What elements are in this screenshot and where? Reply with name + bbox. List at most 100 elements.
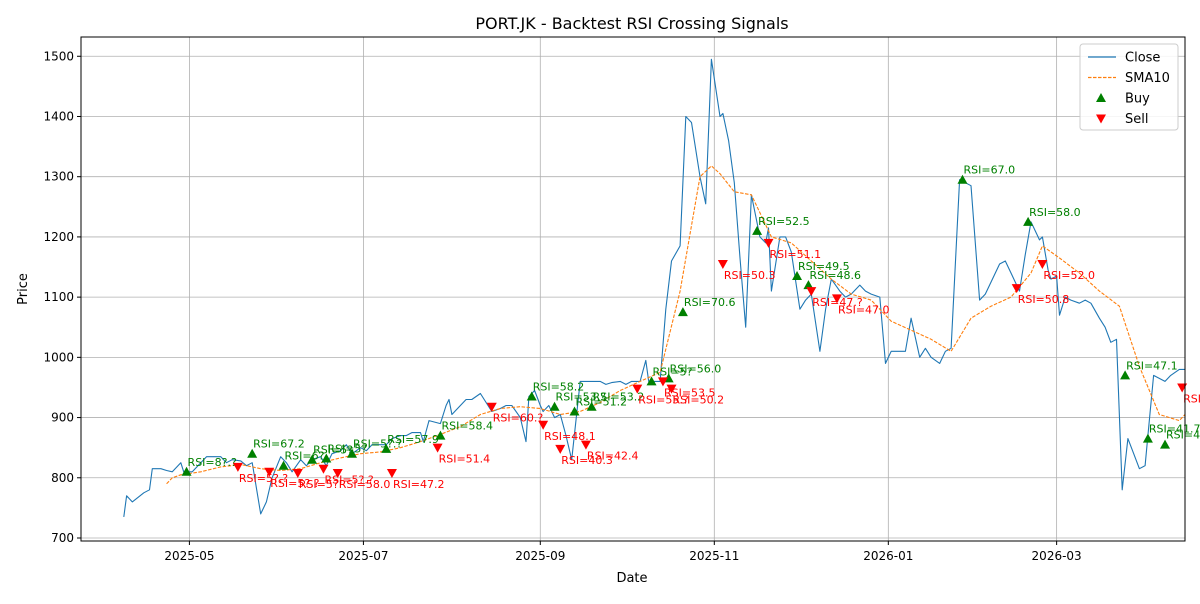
- sell-marker: [666, 384, 677, 394]
- buy-label: RSI=5?: [653, 365, 693, 378]
- sell-marker: [318, 464, 329, 474]
- buy-marker: [247, 448, 258, 458]
- sell-marker: [332, 468, 343, 478]
- sell-marker: [386, 468, 397, 478]
- legend-box: [1079, 43, 1179, 131]
- sell-label: RSI=48.1: [544, 430, 596, 443]
- buy-label: RSI=48.6: [809, 269, 861, 282]
- buy-label: RSI=67.2: [253, 438, 305, 451]
- sell-label: RSI=55.?: [638, 394, 689, 407]
- y-axis-label: Price: [16, 273, 31, 305]
- sell-marker: [292, 468, 303, 478]
- buy-marker: [803, 280, 814, 290]
- buy-label: RSI=51.2: [576, 396, 628, 409]
- buy-marker: [278, 460, 289, 470]
- sell-marker: [432, 443, 443, 453]
- buy-marker: [1120, 370, 1131, 380]
- y-tick-label: 1300: [43, 170, 74, 184]
- buy-marker: [569, 406, 580, 416]
- buy-label: RSI=70.6: [684, 296, 736, 309]
- sell-label: RSI=47.?: [812, 296, 863, 309]
- sell-label: RSI=50.2: [673, 394, 725, 407]
- chart-title: PORT.JK - Backtest RSI Crossing Signals: [475, 14, 788, 33]
- y-tick-label: 900: [51, 411, 74, 425]
- sell-marker: [538, 420, 549, 430]
- buy-marker: [307, 454, 318, 464]
- sell-marker: [264, 467, 275, 477]
- buy-marker: [435, 430, 446, 440]
- grid: [81, 37, 1185, 541]
- sell-label: RSI=5?.?: [324, 474, 373, 487]
- x-tick-label: 2025-07: [338, 549, 388, 563]
- legend-label: Close: [1125, 51, 1160, 66]
- sell-label: RSI=50.3: [724, 269, 776, 282]
- sell-marker: [555, 444, 566, 454]
- sell-marker: [1037, 260, 1048, 270]
- sell-marker: [632, 384, 643, 394]
- axes: 700 800 900 1000 1100 1200 1300 1400 1500 2025-05…: [43, 49, 1081, 563]
- y-tick-label: 1100: [43, 290, 74, 304]
- sell-marker: [580, 440, 591, 450]
- signal-layer: RSI=8?.?RSI=67.2RSI=6?RSI=5?RSI=5?RSI=5?…: [181, 164, 1200, 491]
- y-tick-label: 700: [51, 531, 74, 545]
- buy-marker: [549, 401, 560, 411]
- buy-marker: [957, 174, 968, 184]
- legend-label: Sell: [1125, 112, 1148, 127]
- sell-marker: [1177, 383, 1188, 393]
- buy-label: RSI=47.1: [1126, 359, 1178, 372]
- sell-label: RSI=5?: [299, 478, 339, 491]
- legend-buy-swatch: [1096, 93, 1106, 102]
- plot-frame: [80, 36, 1186, 542]
- y-tick-label: 800: [51, 471, 74, 485]
- buy-label: RSI=53.?: [556, 391, 607, 404]
- sell-marker: [763, 238, 774, 248]
- legend-label: SMA10: [1125, 71, 1170, 86]
- sell-label: RSI=50.8: [1018, 293, 1070, 306]
- sell-label: RSI=53.5: [664, 386, 716, 399]
- sell-label: RSI=47.2: [393, 478, 445, 491]
- buy-marker: [526, 391, 537, 401]
- sell-marker: [1011, 284, 1022, 294]
- buy-label: RSI=58.2: [533, 380, 585, 393]
- x-tick-label: 2026-03: [1032, 549, 1082, 563]
- buy-marker: [347, 448, 358, 458]
- buy-label: RSI=67.0: [963, 164, 1015, 177]
- buy-marker: [1160, 439, 1171, 449]
- buy-label: RSI=5?.?: [353, 438, 402, 451]
- sell-label: RSI=42.4: [587, 450, 639, 463]
- sell-marker: [486, 402, 497, 412]
- y-tick-label: 1400: [43, 109, 74, 123]
- buy-marker: [381, 443, 392, 453]
- legend-sell-swatch: [1096, 114, 1106, 124]
- y-tick-label: 1000: [43, 350, 74, 364]
- buy-label: RSI=5?: [327, 443, 367, 456]
- x-tick-label: 2025-05: [164, 549, 214, 563]
- buy-marker: [677, 307, 688, 317]
- sell-label: RSI=60.?: [493, 412, 544, 425]
- buy-marker: [321, 453, 332, 463]
- buy-marker: [646, 376, 657, 386]
- buy-marker: [1142, 433, 1153, 443]
- sell-marker: [831, 294, 842, 304]
- x-tick-label: 2026-01: [863, 549, 913, 563]
- buy-marker: [181, 466, 192, 476]
- sell-label: RSI=51.1: [770, 248, 822, 261]
- buy-marker: [792, 271, 803, 281]
- buy-label: RSI=5?: [313, 444, 353, 457]
- close-price-line: [123, 58, 1185, 517]
- sell-label: RSI=58.0: [339, 478, 391, 491]
- sell-label: RSI=52.0: [1043, 269, 1095, 282]
- legend-label: Buy: [1125, 92, 1150, 107]
- buy-label: RSI=58.0: [1029, 206, 1081, 219]
- x-tick-label: 2025-11: [689, 549, 739, 563]
- sell-label: RSI=47.0: [838, 303, 890, 316]
- buy-label: RSI=58.4: [441, 420, 493, 433]
- x-axis-label: Date: [616, 571, 647, 586]
- sell-label: RSI=44.5: [1183, 392, 1200, 405]
- buy-marker: [586, 401, 597, 411]
- buy-label: RSI=41.7: [1149, 423, 1200, 436]
- sell-marker: [717, 260, 728, 270]
- x-tick-label: 2025-09: [515, 549, 565, 563]
